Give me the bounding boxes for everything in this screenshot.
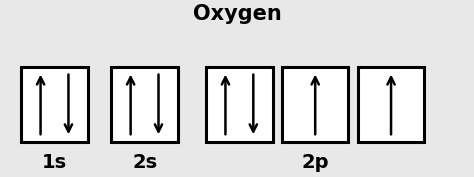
Text: 1s: 1s	[42, 153, 67, 172]
Bar	[111, 67, 178, 142]
Text: 2p: 2p	[301, 153, 329, 172]
Bar	[206, 67, 273, 142]
Bar	[358, 67, 424, 142]
Text: Oxygen: Oxygen	[192, 4, 282, 24]
Bar	[21, 67, 88, 142]
Text: 2s: 2s	[132, 153, 157, 172]
Bar	[282, 67, 348, 142]
